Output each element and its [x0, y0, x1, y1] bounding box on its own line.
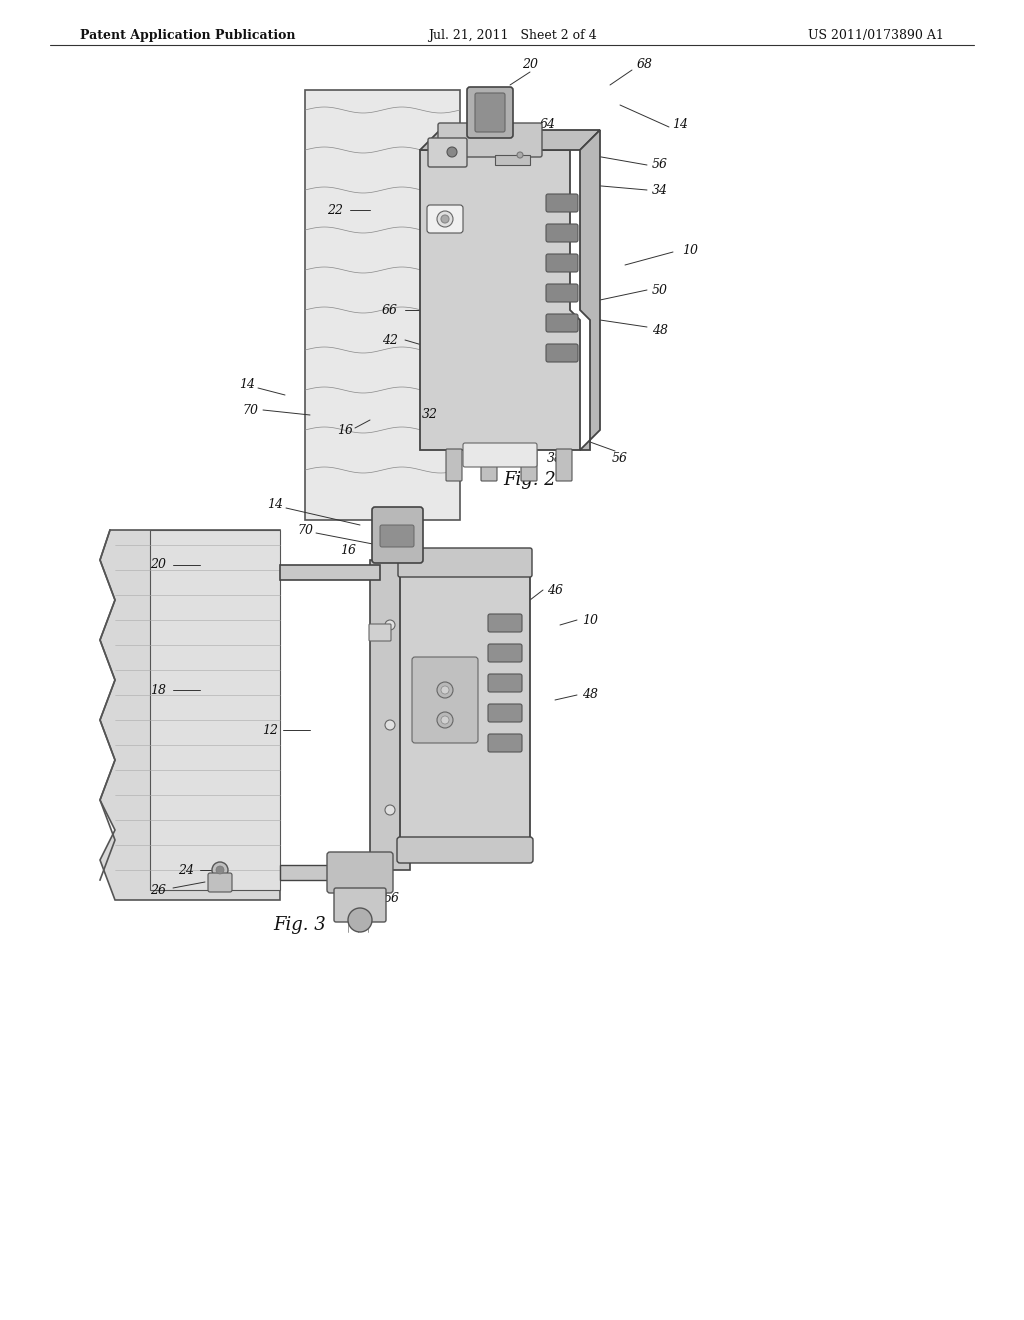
FancyBboxPatch shape — [398, 548, 532, 577]
Text: 38: 38 — [467, 843, 483, 857]
Polygon shape — [495, 154, 530, 165]
Polygon shape — [400, 576, 530, 861]
Text: 14: 14 — [672, 119, 688, 132]
Polygon shape — [370, 560, 410, 870]
Circle shape — [517, 152, 523, 158]
Polygon shape — [280, 865, 375, 880]
Circle shape — [385, 719, 395, 730]
Text: Patent Application Publication: Patent Application Publication — [80, 29, 296, 41]
Text: 70: 70 — [242, 404, 258, 417]
Text: 50: 50 — [652, 284, 668, 297]
FancyBboxPatch shape — [475, 92, 505, 132]
Text: 12: 12 — [262, 723, 278, 737]
Text: Jul. 21, 2011   Sheet 2 of 4: Jul. 21, 2011 Sheet 2 of 4 — [428, 29, 596, 41]
Text: US 2011/0173890 A1: US 2011/0173890 A1 — [808, 29, 944, 41]
Text: 22: 22 — [327, 203, 343, 216]
FancyBboxPatch shape — [428, 139, 467, 168]
Circle shape — [216, 866, 224, 874]
Text: 46: 46 — [547, 583, 563, 597]
Text: 56: 56 — [385, 594, 401, 606]
FancyBboxPatch shape — [521, 449, 537, 480]
FancyBboxPatch shape — [467, 87, 513, 139]
Circle shape — [385, 620, 395, 630]
FancyBboxPatch shape — [372, 507, 423, 564]
Text: 58: 58 — [490, 119, 506, 132]
FancyBboxPatch shape — [446, 449, 462, 480]
Text: 18: 18 — [150, 684, 166, 697]
FancyBboxPatch shape — [488, 734, 522, 752]
Text: 38: 38 — [547, 451, 563, 465]
Text: 26: 26 — [150, 883, 166, 896]
Text: 24: 24 — [178, 863, 194, 876]
Text: 68: 68 — [637, 58, 653, 71]
Circle shape — [348, 908, 372, 932]
FancyBboxPatch shape — [463, 444, 537, 467]
Text: 66: 66 — [382, 304, 398, 317]
FancyBboxPatch shape — [412, 657, 478, 743]
Circle shape — [441, 686, 449, 694]
Polygon shape — [580, 129, 600, 450]
Text: 70: 70 — [297, 524, 313, 536]
Text: 42: 42 — [382, 334, 398, 346]
FancyBboxPatch shape — [546, 284, 578, 302]
FancyBboxPatch shape — [380, 525, 414, 546]
Text: 28: 28 — [340, 883, 356, 896]
FancyBboxPatch shape — [488, 704, 522, 722]
Text: 20: 20 — [150, 558, 166, 572]
Polygon shape — [280, 565, 380, 579]
Circle shape — [437, 682, 453, 698]
Text: 14: 14 — [239, 379, 255, 392]
Text: 20: 20 — [522, 58, 538, 71]
Polygon shape — [305, 90, 460, 520]
Polygon shape — [420, 129, 600, 150]
FancyBboxPatch shape — [438, 123, 542, 157]
Text: 54: 54 — [482, 451, 498, 465]
Polygon shape — [150, 531, 280, 890]
Circle shape — [385, 805, 395, 814]
Text: 34: 34 — [440, 594, 456, 606]
Text: 30: 30 — [379, 843, 395, 857]
FancyBboxPatch shape — [546, 224, 578, 242]
Text: 56: 56 — [612, 451, 628, 465]
FancyBboxPatch shape — [546, 345, 578, 362]
FancyBboxPatch shape — [334, 888, 386, 921]
FancyBboxPatch shape — [481, 449, 497, 480]
Text: 16: 16 — [340, 544, 356, 557]
Text: 48: 48 — [582, 689, 598, 701]
Circle shape — [441, 715, 449, 723]
Text: 48: 48 — [652, 323, 668, 337]
FancyBboxPatch shape — [488, 675, 522, 692]
FancyBboxPatch shape — [208, 873, 232, 892]
Text: 16: 16 — [337, 424, 353, 437]
Text: 56: 56 — [384, 891, 400, 904]
Text: 14: 14 — [267, 499, 283, 511]
Text: Fig. 2: Fig. 2 — [504, 471, 556, 488]
FancyBboxPatch shape — [397, 837, 534, 863]
Polygon shape — [420, 150, 580, 450]
Text: 34: 34 — [652, 183, 668, 197]
Polygon shape — [100, 531, 280, 900]
FancyBboxPatch shape — [546, 253, 578, 272]
FancyBboxPatch shape — [369, 624, 391, 642]
Circle shape — [447, 147, 457, 157]
Circle shape — [437, 711, 453, 729]
FancyBboxPatch shape — [427, 205, 463, 234]
Text: 56: 56 — [652, 158, 668, 172]
Circle shape — [441, 215, 449, 223]
Text: Fig. 3: Fig. 3 — [273, 916, 327, 935]
FancyBboxPatch shape — [556, 449, 572, 480]
FancyBboxPatch shape — [327, 851, 393, 894]
Text: 32: 32 — [422, 408, 438, 421]
FancyBboxPatch shape — [488, 644, 522, 663]
Text: 10: 10 — [682, 243, 698, 256]
Text: 64: 64 — [540, 119, 556, 132]
Circle shape — [212, 862, 228, 878]
FancyBboxPatch shape — [546, 194, 578, 213]
FancyBboxPatch shape — [488, 614, 522, 632]
FancyBboxPatch shape — [546, 314, 578, 333]
Text: 10: 10 — [582, 614, 598, 627]
Circle shape — [437, 211, 453, 227]
